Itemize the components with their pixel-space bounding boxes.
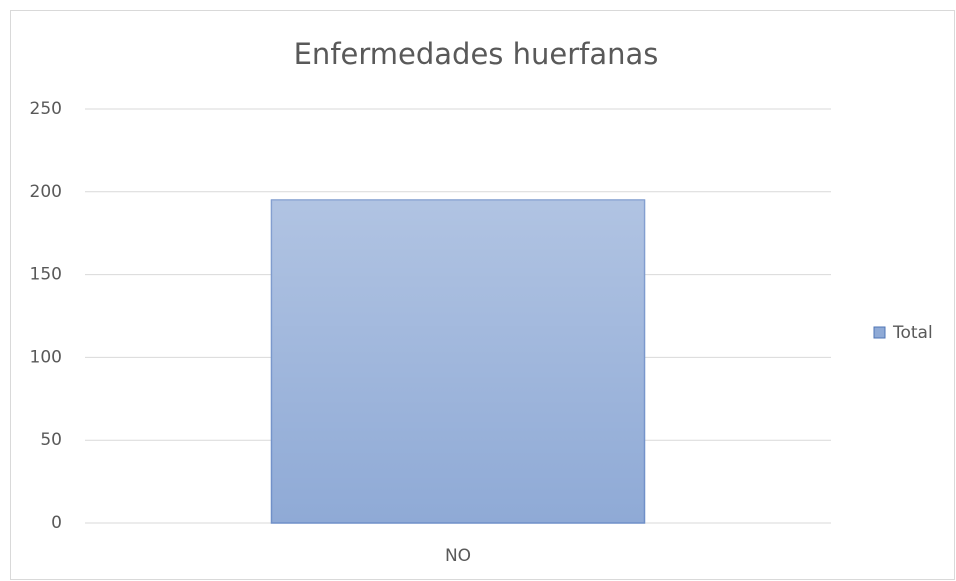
legend-label: Total (892, 323, 933, 343)
y-tick-label: 50 (40, 430, 62, 450)
bar-shine (271, 200, 645, 523)
y-tick-label: 150 (30, 265, 62, 285)
y-tick-label: 200 (30, 182, 62, 202)
x-tick-label: NO (445, 546, 471, 566)
y-tick-label: 100 (30, 347, 62, 367)
y-tick-label: 250 (30, 99, 62, 119)
chart-title: Enfermedades huerfanas (294, 37, 659, 71)
y-tick-label: 0 (51, 513, 62, 533)
legend-swatch (873, 326, 886, 339)
